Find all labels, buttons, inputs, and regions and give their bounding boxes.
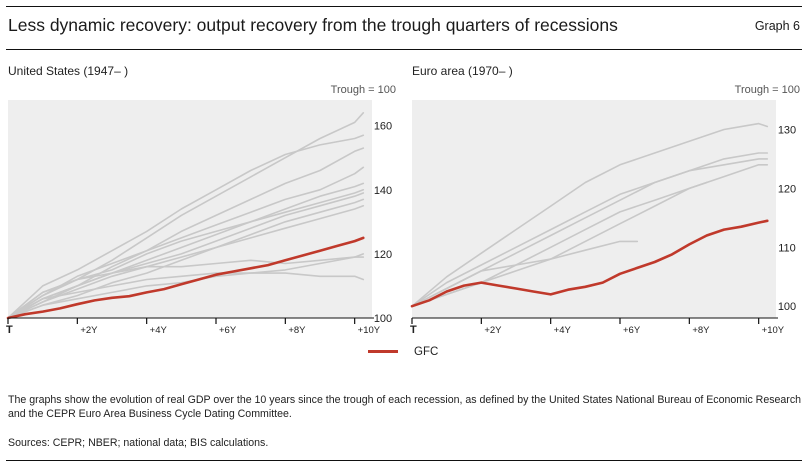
y-tick-label: 160 — [374, 121, 392, 133]
top-rule — [6, 6, 802, 7]
panel-title-us: United States (1947– ) — [8, 64, 129, 78]
x-tick-label: +8Y — [692, 325, 710, 336]
series-line-recession-5 — [411, 240, 639, 308]
series-line-recession-7 — [7, 192, 365, 319]
bottom-rule — [6, 460, 802, 461]
series-line-recession-8 — [7, 198, 365, 319]
x-tick-label: +4Y — [150, 325, 168, 336]
page-title: Less dynamic recovery: output recovery f… — [8, 15, 618, 35]
series-line-gfc — [6, 236, 365, 320]
unit-label-ea: Trough = 100 — [734, 84, 800, 96]
series-line-recession-6 — [411, 181, 708, 308]
graph-number: Graph 6 — [754, 19, 800, 33]
x-tick-label: +8Y — [288, 325, 306, 336]
legend-gfc-swatch — [368, 350, 398, 354]
series-line-recession-1 — [411, 122, 769, 308]
x-tick-label: T — [410, 324, 417, 336]
series-line-recession-12 — [7, 205, 365, 319]
title-rule — [6, 49, 802, 50]
x-tick-label: +4Y — [554, 325, 572, 336]
y-tick-label: 100 — [778, 301, 796, 313]
series-line-recession-11 — [7, 272, 365, 319]
y-tick-label: 110 — [778, 242, 796, 254]
y-tick-label: 130 — [778, 124, 796, 136]
x-tick-label: +2Y — [484, 325, 502, 336]
panel-title-ea: Euro area (1970– ) — [412, 64, 513, 78]
x-tick-label: +6Y — [219, 325, 237, 336]
legend: GFC — [368, 346, 438, 358]
series-line-recession-2 — [7, 134, 365, 319]
plot-background — [412, 100, 776, 318]
chart-panel-ea: T +2Y +4Y +6Y +8Y +10Y 100 110 120 130 — [410, 100, 796, 336]
series-line-recession-2 — [411, 158, 769, 308]
sources: Sources: CEPR; NBER; national data; BIS … — [8, 437, 269, 449]
x-tick-label: +10Y — [358, 325, 381, 336]
y-tick-label: 120 — [374, 249, 392, 261]
x-tick-label: +6Y — [623, 325, 641, 336]
x-tick-label: +10Y — [762, 325, 785, 336]
footnote: The graphs show the evolution of real GD… — [8, 394, 802, 420]
y-tick-label: 140 — [374, 185, 392, 197]
legend-gfc-label: GFC — [414, 346, 439, 358]
y-tick-label: 120 — [778, 183, 796, 195]
series-line-recession-4 — [7, 166, 365, 319]
unit-label-us: Trough = 100 — [330, 84, 396, 96]
x-tick-label: +2Y — [80, 325, 98, 336]
x-tick-label: T — [6, 324, 13, 336]
series-line-recession-9 — [7, 253, 365, 319]
series-line-gfc — [410, 219, 769, 308]
y-tick-label: 100 — [374, 313, 392, 325]
